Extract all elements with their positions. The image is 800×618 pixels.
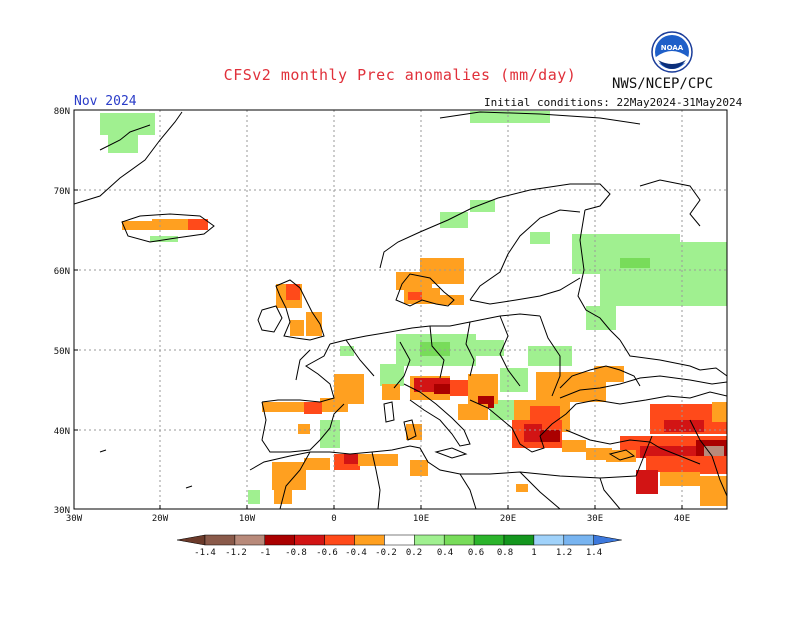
lon-label: 10E [413,514,429,524]
legend-label: -0.2 [375,548,397,558]
legend-box [533,534,565,546]
legend-box [204,534,236,546]
lon-labels: 30W 20W 10W 0 10E 20E 30E 40E [66,514,690,524]
legend-label: 0.6 [468,548,484,558]
initial-conditions: Initial conditions: 22May2024-31May2024 [484,96,743,109]
axis-ticks [74,189,683,509]
legend-box [234,534,266,546]
legend-box [294,534,325,546]
graticule [74,110,727,509]
legend-boxes [176,534,622,546]
lat-label: 40N [54,427,70,437]
legend-arrow-low [176,534,206,546]
legend-label: 1.4 [586,548,602,558]
legend-label: -1 [260,548,271,558]
lat-label: 70N [54,187,70,197]
lon-label: 20E [500,514,516,524]
noaa-logo-icon: NOAA [651,31,693,73]
legend-box [563,534,594,546]
legend-label: 1.2 [556,548,572,558]
legend-label: 0.4 [437,548,453,558]
lat-label: 50N [54,347,70,357]
legend-labels: -1.4 -1.2 -1 -0.8 -0.6 -0.4 -0.2 0.2 0.4… [194,548,602,558]
lon-label: 40E [674,514,690,524]
anomaly-cells [100,111,727,506]
lat-labels: 80N 70N 60N 50N 40N 30N [54,107,70,516]
lon-label: 0 [331,514,336,524]
noaa-logo-text: NOAA [661,44,684,52]
legend-box [264,534,295,546]
lon-label: 30E [587,514,603,524]
legend-box [473,534,505,546]
legend-label: 0.8 [497,548,513,558]
lon-label: 10W [239,514,256,524]
lon-label: 20W [152,514,169,524]
lat-label: 80N [54,107,70,117]
coastlines [74,111,727,509]
legend-label: -0.8 [285,548,307,558]
map-frame [73,109,728,510]
legend-box [384,534,415,546]
legend-label: 1 [531,548,536,558]
legend-arrow-high [593,534,622,546]
forecast-month: Nov 2024 [74,94,137,109]
legend-label: -0.6 [316,548,338,558]
map-title: CFSv2 monthly Prec anomalies (mm/day) [223,66,577,84]
legend-label: -1.2 [225,548,247,558]
legend-label: -1.4 [194,548,216,558]
lon-label: 30W [66,514,83,524]
agency-label: NWS/NCEP/CPC [612,76,714,92]
lat-label: 60N [54,267,70,277]
legend-box [443,534,475,546]
legend-box [414,534,445,546]
legend-label: 0.2 [406,548,422,558]
legend-box [324,534,355,546]
lat-label: 30N [54,506,70,516]
legend-box [354,534,385,546]
legend-box [503,534,535,546]
legend-label: -0.4 [345,548,367,558]
